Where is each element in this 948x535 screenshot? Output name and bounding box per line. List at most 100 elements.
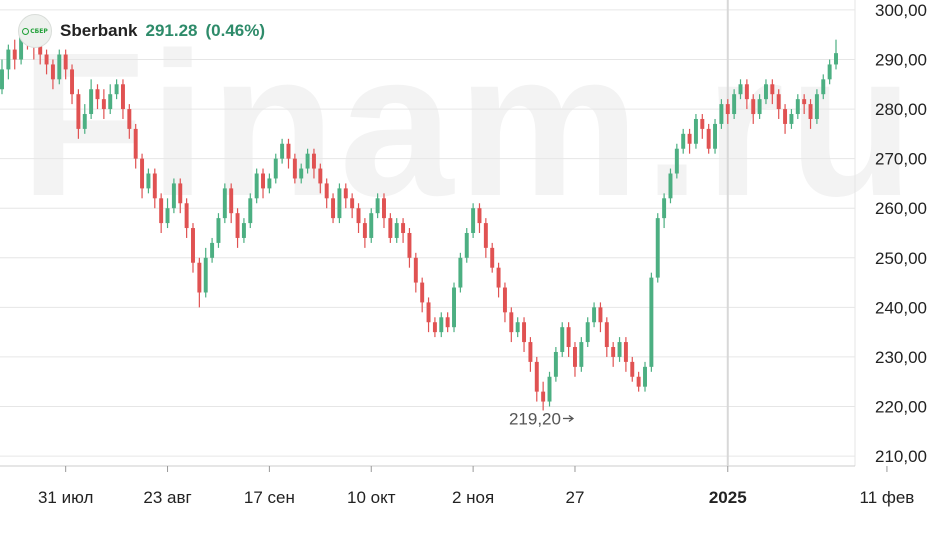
candle-body	[146, 173, 151, 189]
candle-body	[76, 94, 81, 129]
candle	[222, 183, 227, 224]
candle	[70, 64, 75, 105]
candle	[490, 242, 495, 273]
watermark: Finam.ru	[20, 10, 918, 239]
candle	[76, 89, 81, 139]
candle	[471, 203, 476, 238]
candle	[592, 302, 597, 328]
candle-body	[502, 287, 507, 313]
candle-body	[222, 188, 227, 219]
candles	[0, 29, 838, 411]
candle	[744, 79, 749, 110]
candle-body	[604, 322, 609, 348]
candle-body	[350, 198, 355, 209]
candle-body	[343, 188, 348, 199]
candle	[579, 337, 584, 372]
candle	[362, 218, 367, 248]
candle-body	[700, 118, 705, 129]
grid-lines	[0, 0, 856, 467]
candle-body	[299, 168, 304, 179]
candle-body	[382, 198, 386, 219]
y-tick-label: 260,00	[875, 199, 927, 218]
candle	[292, 153, 297, 184]
candle	[732, 89, 737, 119]
candle-body	[57, 54, 62, 80]
candle	[598, 302, 603, 333]
candle	[496, 262, 501, 298]
candle-body	[655, 218, 660, 278]
candle	[783, 104, 788, 134]
candle-body	[331, 198, 336, 219]
candle-body	[802, 99, 807, 105]
candle-body	[101, 99, 106, 110]
candle-body	[38, 44, 43, 55]
ticker-name: Sberbank	[60, 21, 138, 40]
candle	[286, 138, 291, 169]
candle	[305, 148, 310, 174]
candle	[350, 193, 355, 219]
candle-body	[744, 84, 749, 100]
candle-body	[483, 223, 488, 248]
candle	[120, 79, 125, 119]
candle-body	[515, 322, 520, 333]
candle-body	[127, 109, 132, 129]
candle	[553, 347, 558, 382]
candle-body	[191, 228, 195, 263]
candle	[235, 208, 240, 248]
y-tick-label: 210,00	[875, 447, 927, 466]
candle	[560, 322, 565, 357]
candle-body	[713, 123, 718, 149]
candle-body	[432, 322, 437, 333]
candle	[426, 297, 431, 333]
candle	[604, 317, 609, 357]
candle-body	[471, 208, 476, 233]
candle-body	[133, 128, 138, 159]
candle-body	[808, 104, 813, 119]
candle	[248, 193, 253, 229]
candle-body	[159, 198, 164, 224]
candle	[757, 94, 762, 119]
candle	[280, 138, 285, 164]
candle-body	[834, 53, 838, 65]
candle	[770, 79, 775, 105]
min-annotation: 219,20	[509, 409, 575, 428]
candle	[547, 371, 552, 407]
candle	[44, 49, 49, 75]
candle	[356, 203, 361, 233]
candle-body	[267, 178, 272, 189]
candle-body	[547, 376, 552, 402]
candle	[795, 94, 800, 119]
candle-body	[732, 94, 737, 115]
candle-body	[598, 307, 603, 323]
candle	[802, 94, 807, 115]
candle-body	[388, 218, 393, 238]
candle-body	[324, 183, 329, 199]
candle	[432, 317, 437, 338]
candle	[382, 193, 386, 229]
candle	[522, 317, 527, 352]
candle	[662, 193, 667, 229]
candle-body	[311, 153, 316, 169]
candle	[413, 252, 418, 293]
candle-body	[477, 208, 482, 224]
candle-body	[44, 54, 49, 65]
candle-body	[235, 213, 240, 238]
candle	[95, 84, 100, 110]
min-price-label: 219,20	[509, 409, 561, 428]
candle-body	[770, 84, 775, 95]
candle-body	[305, 153, 310, 169]
candle-body	[50, 64, 55, 80]
candle	[713, 118, 718, 154]
candle-body	[356, 208, 361, 224]
candle-body	[280, 143, 285, 159]
candle-body	[420, 282, 425, 303]
chart-header: СБЕР Sberbank 291.28 (0.46%)	[18, 13, 265, 49]
candle	[623, 337, 628, 372]
ticker-price: 291.28	[145, 21, 198, 40]
candle	[210, 237, 215, 263]
candle-body	[649, 277, 654, 367]
candle	[502, 282, 507, 323]
candle-body	[662, 198, 667, 219]
y-axis: 210,00 220,00 230,00 240,00 250,00 260,00 270,…	[875, 1, 927, 466]
